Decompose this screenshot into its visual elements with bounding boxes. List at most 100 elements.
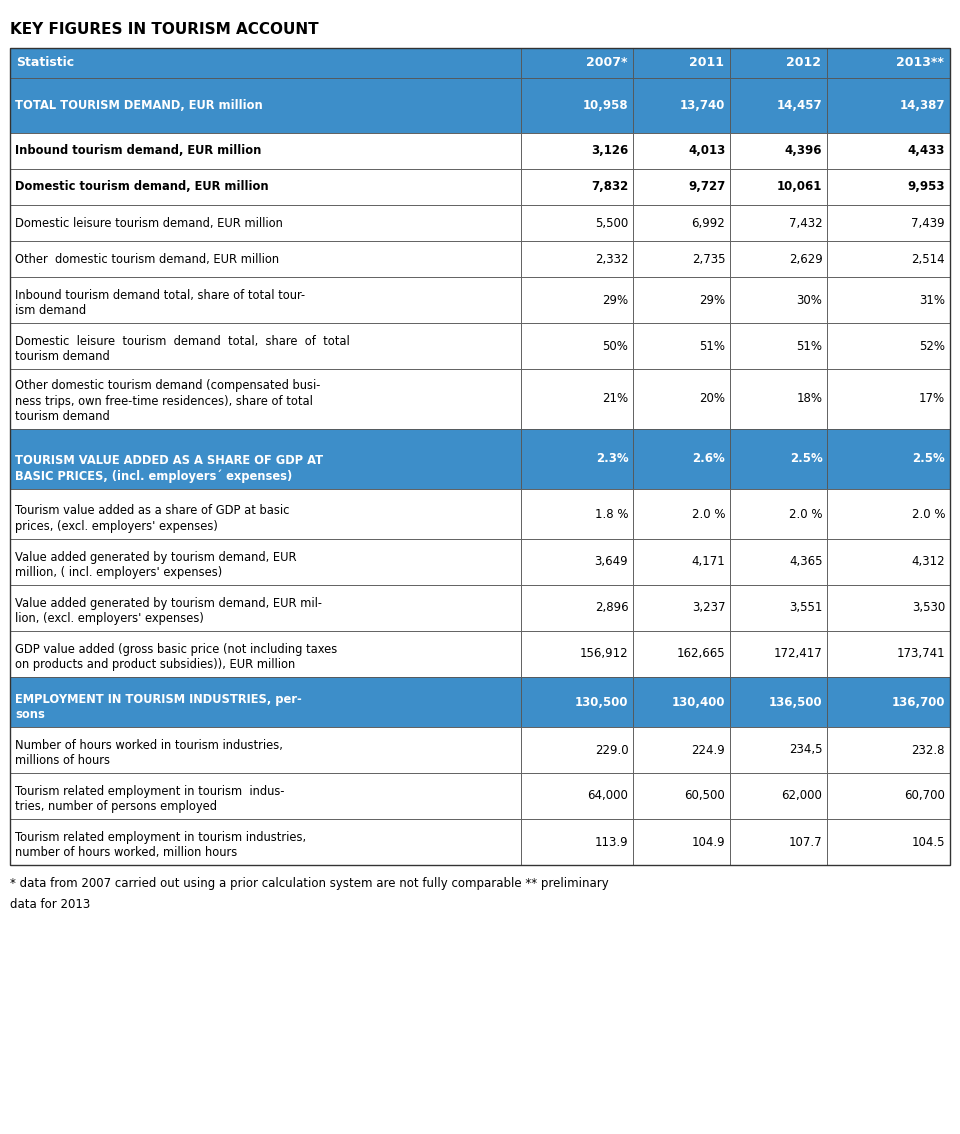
Bar xyxy=(634,48,731,78)
Bar xyxy=(10,631,521,677)
Bar xyxy=(828,48,950,78)
Bar xyxy=(731,369,828,429)
Bar xyxy=(634,677,731,727)
Bar xyxy=(731,677,828,727)
Bar xyxy=(828,819,950,865)
Bar xyxy=(731,133,828,169)
Text: 10,061: 10,061 xyxy=(777,180,823,194)
Text: 232.8: 232.8 xyxy=(911,744,945,756)
Text: 107.7: 107.7 xyxy=(789,836,823,848)
Text: 162,665: 162,665 xyxy=(677,648,726,660)
Text: 31%: 31% xyxy=(919,294,945,306)
Bar xyxy=(10,585,521,631)
Bar xyxy=(634,133,731,169)
Bar xyxy=(731,48,828,78)
Bar xyxy=(10,133,521,169)
Bar xyxy=(10,727,521,773)
Bar xyxy=(10,78,521,133)
Bar xyxy=(828,323,950,369)
Bar xyxy=(828,242,950,277)
Bar xyxy=(828,631,950,677)
Bar xyxy=(521,133,634,169)
Text: 30%: 30% xyxy=(797,294,823,306)
Text: 5,500: 5,500 xyxy=(595,217,628,229)
Text: Number of hours worked in tourism industries,
millions of hours: Number of hours worked in tourism indust… xyxy=(15,738,283,767)
Text: 52%: 52% xyxy=(919,339,945,353)
Text: Other  domestic tourism demand, EUR million: Other domestic tourism demand, EUR milli… xyxy=(15,253,279,265)
Text: 20%: 20% xyxy=(699,392,726,406)
Bar xyxy=(10,539,521,585)
Bar xyxy=(634,323,731,369)
Text: Statistic: Statistic xyxy=(16,57,74,69)
Bar xyxy=(828,78,950,133)
Bar xyxy=(731,78,828,133)
Text: 2,332: 2,332 xyxy=(595,253,628,265)
Bar xyxy=(731,539,828,585)
Bar xyxy=(634,369,731,429)
Text: Tourism value added as a share of GDP at basic
prices, (excl. employers' expense: Tourism value added as a share of GDP at… xyxy=(15,505,290,533)
Bar xyxy=(828,369,950,429)
Bar xyxy=(731,489,828,539)
Bar xyxy=(634,773,731,819)
Bar xyxy=(10,242,521,277)
Bar xyxy=(828,277,950,323)
Text: 7,439: 7,439 xyxy=(911,217,945,229)
Text: 4,396: 4,396 xyxy=(785,144,823,158)
Bar xyxy=(828,489,950,539)
Text: 172,417: 172,417 xyxy=(774,648,823,660)
Bar xyxy=(828,539,950,585)
Text: 4,433: 4,433 xyxy=(907,144,945,158)
Text: 60,700: 60,700 xyxy=(904,789,945,803)
Text: 2013**: 2013** xyxy=(896,57,944,69)
Text: 14,457: 14,457 xyxy=(777,99,823,112)
Text: 7,432: 7,432 xyxy=(789,217,823,229)
Text: Value added generated by tourism demand, EUR mil-
lion, (excl. employers' expens: Value added generated by tourism demand,… xyxy=(15,596,322,625)
Text: 62,000: 62,000 xyxy=(781,789,823,803)
Bar xyxy=(634,277,731,323)
Bar xyxy=(634,242,731,277)
Text: 10,958: 10,958 xyxy=(583,99,628,112)
Bar xyxy=(521,773,634,819)
Text: 29%: 29% xyxy=(699,294,726,306)
Text: 21%: 21% xyxy=(602,392,628,406)
Text: * data from 2007 carried out using a prior calculation system are not fully comp: * data from 2007 carried out using a pri… xyxy=(10,877,609,911)
Text: EMPLOYMENT IN TOURISM INDUSTRIES, per-
sons: EMPLOYMENT IN TOURISM INDUSTRIES, per- s… xyxy=(15,693,301,721)
Bar xyxy=(731,819,828,865)
Text: 3,126: 3,126 xyxy=(591,144,628,158)
Text: 2011: 2011 xyxy=(689,57,725,69)
Bar xyxy=(731,323,828,369)
Bar xyxy=(10,48,950,865)
Bar xyxy=(828,727,950,773)
Text: 51%: 51% xyxy=(797,339,823,353)
Text: Domestic tourism demand, EUR million: Domestic tourism demand, EUR million xyxy=(15,180,269,194)
Text: Inbound tourism demand total, share of total tour-
ism demand: Inbound tourism demand total, share of t… xyxy=(15,288,305,318)
Text: 2.3%: 2.3% xyxy=(595,452,628,465)
Bar xyxy=(828,205,950,242)
Bar xyxy=(521,78,634,133)
Bar xyxy=(10,489,521,539)
Text: 51%: 51% xyxy=(699,339,726,353)
Text: 2.6%: 2.6% xyxy=(692,452,726,465)
Bar xyxy=(521,169,634,205)
Text: Inbound tourism demand, EUR million: Inbound tourism demand, EUR million xyxy=(15,144,261,158)
Bar xyxy=(521,677,634,727)
Text: 2012: 2012 xyxy=(786,57,822,69)
Text: 156,912: 156,912 xyxy=(580,648,628,660)
Text: 18%: 18% xyxy=(797,392,823,406)
Text: TOTAL TOURISM DEMAND, EUR million: TOTAL TOURISM DEMAND, EUR million xyxy=(15,99,263,112)
Text: 234,5: 234,5 xyxy=(789,744,823,756)
Text: 136,700: 136,700 xyxy=(892,695,945,709)
Bar xyxy=(521,727,634,773)
Bar xyxy=(731,277,828,323)
Text: 130,500: 130,500 xyxy=(575,695,628,709)
Bar xyxy=(521,369,634,429)
Text: 113.9: 113.9 xyxy=(594,836,628,848)
Text: 2007*: 2007* xyxy=(586,57,627,69)
Bar xyxy=(634,585,731,631)
Bar xyxy=(634,727,731,773)
Bar xyxy=(731,242,828,277)
Text: KEY FIGURES IN TOURISM ACCOUNT: KEY FIGURES IN TOURISM ACCOUNT xyxy=(10,22,319,36)
Bar xyxy=(634,169,731,205)
Bar xyxy=(731,631,828,677)
Text: 50%: 50% xyxy=(602,339,628,353)
